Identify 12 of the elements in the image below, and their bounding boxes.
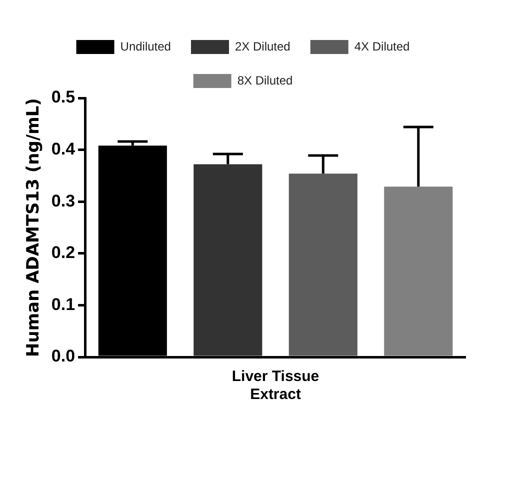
y-tick-label: 0.1	[51, 294, 76, 314]
y-tick-label: 0.4	[51, 139, 76, 158]
legend-label: 4X Diluted	[354, 39, 410, 54]
y-axis-title: Human ADAMTS13 (ng/mL)	[24, 98, 44, 357]
legend-label: 8X Diluted	[237, 73, 293, 88]
y-tick-label: 0.2	[51, 243, 76, 262]
y-tick-label: 0.0	[51, 346, 76, 366]
legend-label: Undiluted	[120, 39, 171, 54]
y-tick-label: 0.3	[51, 191, 76, 210]
y-tick-label: 0.5	[51, 88, 76, 107]
x-tick-label: Liver Tissue Extract	[232, 368, 320, 404]
legend-label: 2X Diluted	[234, 39, 290, 54]
